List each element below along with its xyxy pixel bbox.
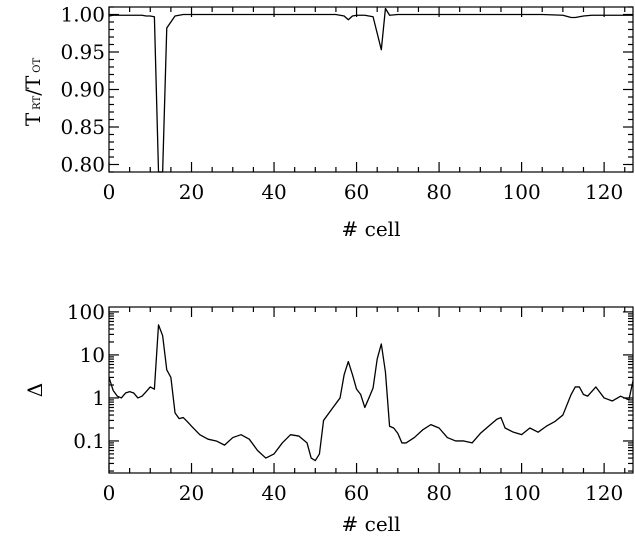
delta-x-tick-label: 0 <box>103 481 116 505</box>
ratio-ticks <box>108 6 633 173</box>
delta-x-axis-label: # cell <box>342 512 401 536</box>
delta-y-tick-label: 0.1 <box>73 429 105 453</box>
ratio-x-tick-label: 60 <box>344 180 369 204</box>
delta-x-tick-label: 120 <box>585 481 623 505</box>
delta-plot-frame <box>108 306 634 474</box>
delta-y-tick-label: 100 <box>67 300 105 324</box>
ratio-y-tick-label: 0.80 <box>60 153 105 177</box>
delta-x-tick-label: 60 <box>344 481 369 505</box>
ratio-series-line <box>108 7 633 173</box>
delta-x-tick-label: 40 <box>261 481 286 505</box>
delta-x-tick-label: 80 <box>426 481 451 505</box>
delta-ticks <box>108 307 633 473</box>
delta-y-tick-label: 10 <box>80 343 105 367</box>
delta-y-tick-label: 1 <box>92 386 105 410</box>
ratio-tick-labels: 0 20 40 60 80 100 120 0.80 0.85 0.90 0.95 1.00 <box>60 3 623 205</box>
ratio-y-axis-label: TRT/TOT <box>21 58 45 127</box>
ratio-y-tick-label: 1.00 <box>60 3 105 27</box>
delta-y-axis-label: Δ <box>23 383 47 397</box>
delta-panel: 0 20 40 60 80 100 120 0.1 1 10 100 # cell Δ <box>23 300 634 536</box>
ratio-y-tick-label: 0.90 <box>60 78 105 102</box>
ratio-x-tick-label: 120 <box>585 180 623 204</box>
ratio-plot-frame <box>108 6 634 173</box>
ratio-panel: 0 20 40 60 80 100 120 0.80 0.85 0.90 0.95 1.00 # ce… <box>21 3 634 241</box>
ratio-x-axis-label: # cell <box>342 217 401 241</box>
ratio-x-tick-label: 100 <box>503 180 541 204</box>
ratio-x-tick-label: 40 <box>261 180 286 204</box>
delta-x-tick-label: 20 <box>179 481 204 505</box>
ratio-y-tick-label: 0.85 <box>60 115 105 139</box>
delta-x-tick-label: 100 <box>503 481 541 505</box>
ratio-y-tick-label: 0.95 <box>60 40 105 64</box>
delta-series-line <box>108 324 634 462</box>
ratio-x-tick-label: 80 <box>426 180 451 204</box>
ratio-x-tick-label: 0 <box>103 180 116 204</box>
ratio-x-tick-label: 20 <box>179 180 204 204</box>
delta-tick-labels: 0 20 40 60 80 100 120 0.1 1 10 100 <box>67 300 623 505</box>
